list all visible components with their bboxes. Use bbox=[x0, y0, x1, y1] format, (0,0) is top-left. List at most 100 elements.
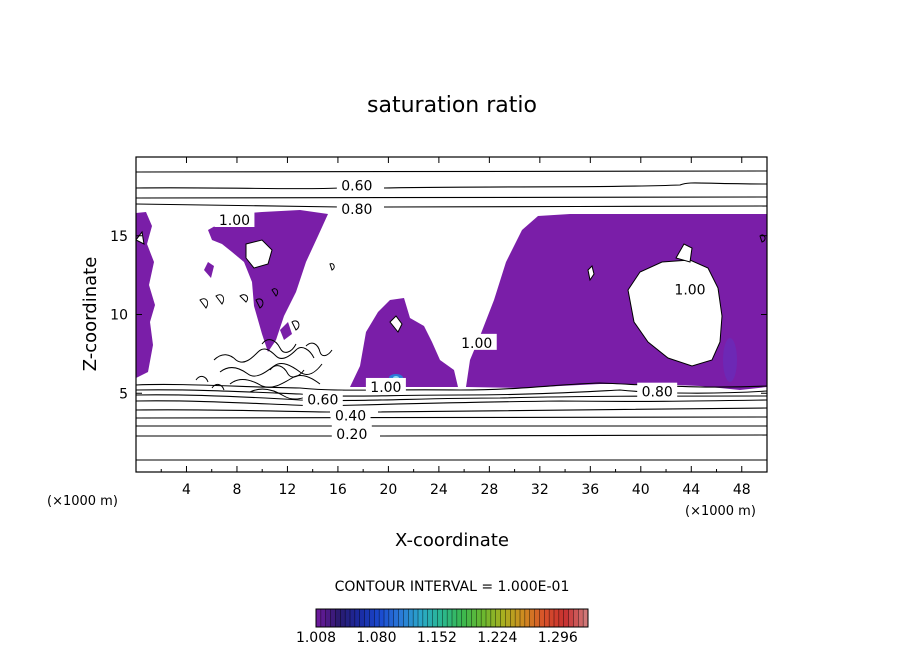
y-tick-label: 10 bbox=[110, 308, 128, 324]
x-tick-label: 16 bbox=[329, 482, 347, 498]
colorbar-strip bbox=[447, 609, 453, 627]
hole-right-small bbox=[675, 243, 693, 263]
colorbar-tick-labels: 1.008 1.080 1.152 1.224 1.296 bbox=[296, 630, 578, 646]
colorbar-strip bbox=[510, 609, 516, 627]
contour-label-bg bbox=[365, 377, 406, 394]
colorbar-strip bbox=[490, 609, 497, 627]
x-axis-ticks: 4 8 12 16 20 24 28 32 36 40 44 48 bbox=[160, 157, 751, 498]
colorbar-strip bbox=[325, 609, 332, 627]
colorbar-tick-label: 1.008 bbox=[296, 630, 336, 646]
colorbar bbox=[315, 608, 589, 628]
colorbar-strip bbox=[544, 609, 550, 627]
contour-label: 1.00 bbox=[461, 336, 492, 352]
colorbar-tick-label: 1.080 bbox=[356, 630, 396, 646]
x-tick-label: 44 bbox=[682, 482, 700, 498]
contour-0.80-top bbox=[136, 203, 767, 208]
colorbar-strip bbox=[408, 609, 414, 627]
colorbar-strip bbox=[461, 609, 468, 627]
colorbar-strip bbox=[413, 609, 419, 627]
fill-region-upper-left bbox=[208, 210, 328, 352]
colorbar-strip bbox=[466, 609, 472, 627]
colorbar-strip bbox=[505, 609, 511, 627]
colorbar-strip bbox=[398, 609, 404, 627]
contour-labels: 0.600.801.001.001.001.000.600.400.200.80 bbox=[214, 176, 711, 443]
contour-label: 0.20 bbox=[336, 427, 367, 443]
contour-label-bg bbox=[456, 333, 497, 350]
colorbar-strip bbox=[442, 609, 448, 627]
contour-label-bg bbox=[637, 382, 678, 399]
y-axis-label: Z-coordinate bbox=[80, 257, 101, 372]
colorbar-strip bbox=[316, 609, 322, 627]
colorbar-strip bbox=[364, 609, 370, 627]
colorbar-strip bbox=[583, 609, 589, 627]
hole-speck bbox=[587, 265, 595, 282]
colorbar-strip bbox=[578, 609, 584, 627]
colorbar-strip bbox=[554, 609, 560, 627]
x-tick-label: 20 bbox=[379, 482, 397, 498]
x-axis-label: X-coordinate bbox=[395, 530, 509, 551]
colorbar-strip bbox=[369, 609, 375, 627]
colorbar-strip bbox=[534, 609, 540, 627]
x-tick-label: 32 bbox=[531, 482, 549, 498]
colorbar-strip bbox=[374, 609, 380, 627]
colorbar-strip bbox=[393, 609, 400, 627]
contour-label-bg bbox=[336, 199, 377, 216]
colorbar-strip bbox=[340, 609, 346, 627]
chart-title: saturation ratio bbox=[367, 93, 537, 118]
x-unit-label-right: (×1000 m) bbox=[685, 504, 756, 519]
x-tick-label: 36 bbox=[581, 482, 599, 498]
contour-label: 0.80 bbox=[642, 385, 673, 401]
hole-upper-left bbox=[245, 239, 273, 269]
fill-region-speck-a bbox=[204, 262, 214, 278]
hole-center bbox=[389, 315, 403, 333]
fill-region-speck-b bbox=[280, 322, 292, 340]
x-tick-label: 24 bbox=[430, 482, 448, 498]
colorbar-strip bbox=[568, 609, 574, 627]
colorbar-strip bbox=[320, 609, 327, 627]
colorbar-strip bbox=[539, 609, 545, 627]
contour-lower-4 bbox=[136, 399, 767, 407]
contour-label-bg bbox=[214, 211, 255, 227]
colorbar-strip bbox=[563, 609, 570, 627]
contour-0.60-top bbox=[136, 182, 767, 190]
contour-0.40 bbox=[136, 407, 767, 413]
colorbar-strip bbox=[432, 609, 438, 627]
contour-label: 0.80 bbox=[341, 202, 372, 218]
colorbar-tick-label: 1.224 bbox=[477, 630, 517, 646]
fill-region-left bbox=[136, 212, 155, 378]
colorbar-strip bbox=[520, 609, 526, 627]
x-tick-label: 40 bbox=[632, 482, 650, 498]
colorbar-strip bbox=[524, 609, 531, 627]
colorbar-strip bbox=[558, 609, 565, 627]
colorbar-strip bbox=[573, 609, 579, 627]
y-tick-label: 5 bbox=[119, 386, 128, 402]
contour-0.20 bbox=[136, 434, 767, 437]
contour-label: 1.00 bbox=[674, 282, 705, 298]
contour-lower-6 bbox=[136, 416, 767, 419]
colorbar-tick-label: 1.296 bbox=[538, 630, 578, 646]
y-tick-label: 15 bbox=[110, 229, 128, 245]
contour-label-bg bbox=[670, 280, 711, 297]
colorbar-strip bbox=[515, 609, 521, 627]
colorbar-strip bbox=[359, 609, 366, 627]
contour-label: 0.40 bbox=[335, 408, 366, 424]
colorbar-strip bbox=[354, 609, 361, 627]
colorbar-strip bbox=[427, 609, 434, 627]
fill-region-center bbox=[350, 298, 458, 387]
colorbar-strip bbox=[486, 609, 492, 627]
contour-label: 1.00 bbox=[370, 380, 401, 396]
colorbar-strip bbox=[529, 609, 536, 627]
colorbar-strip bbox=[452, 609, 458, 627]
colorbar-strip bbox=[495, 609, 502, 627]
colorbar-strip bbox=[379, 609, 385, 627]
plot-area: 0.600.801.001.001.001.000.600.400.200.80 bbox=[136, 157, 767, 472]
x-tick-label: 4 bbox=[182, 482, 191, 498]
colorbar-strip bbox=[345, 609, 351, 627]
contour-label: 0.60 bbox=[307, 393, 338, 409]
x-unit-label-left: (×1000 m) bbox=[47, 494, 118, 509]
colorbar-strip bbox=[549, 609, 555, 627]
contour-label: 1.00 bbox=[219, 213, 250, 229]
colorbar-strip bbox=[476, 609, 482, 627]
colorbar-strip bbox=[403, 609, 409, 627]
